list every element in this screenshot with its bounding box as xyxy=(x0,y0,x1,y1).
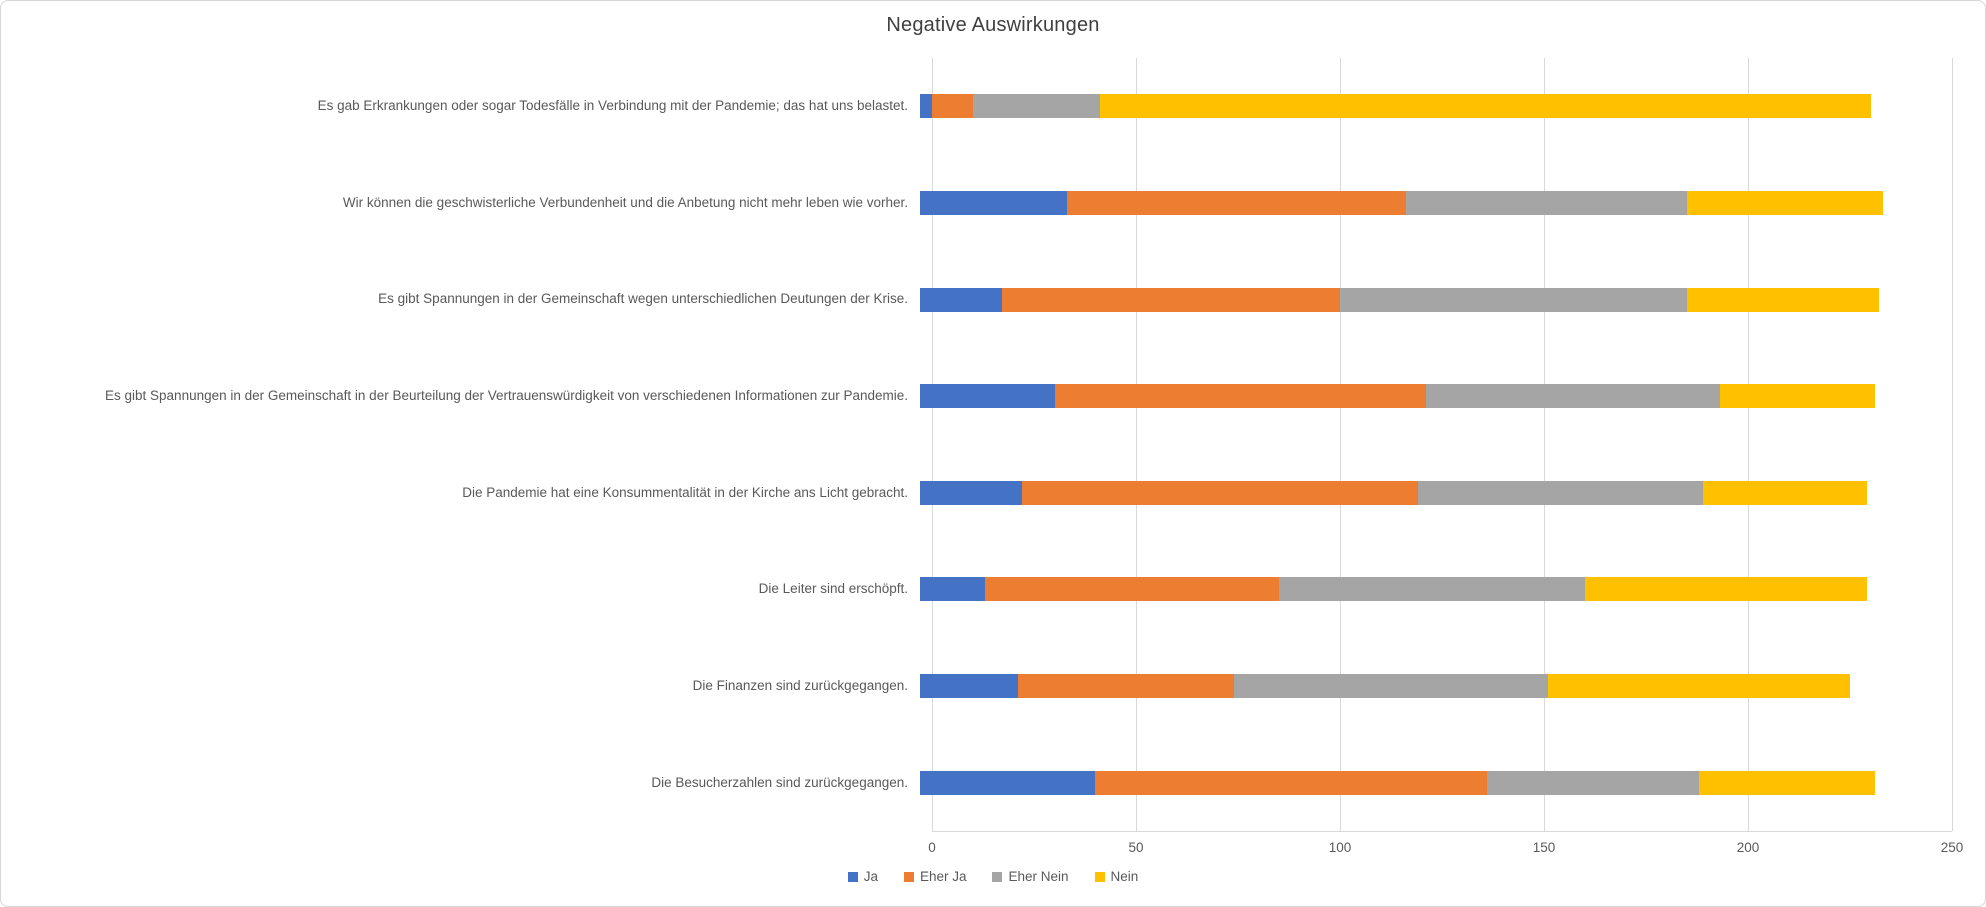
category-label: Die Pandemie hat eine Konsummentalität i… xyxy=(462,484,908,500)
bar-track xyxy=(920,155,1940,252)
bar-row: Die Pandemie hat eine Konsummentalität i… xyxy=(1,445,1985,542)
x-tick-label: 200 xyxy=(1736,840,1760,855)
bar-segment-ja xyxy=(920,674,1018,699)
bar-segment-nein xyxy=(1687,190,1883,215)
bar-row: Die Finanzen sind zurückgegangen. xyxy=(1,638,1985,735)
legend-swatch-eher-nein xyxy=(992,871,1003,882)
bar-segment-eher-ja xyxy=(932,94,974,119)
bar-segment-ja xyxy=(920,94,933,119)
bar-segment-eher-nein xyxy=(1234,674,1549,699)
bar-segment-ja xyxy=(920,384,1055,409)
x-tick-label: 100 xyxy=(1328,840,1352,855)
bar-row: Die Besucherzahlen sind zurückgegangen. xyxy=(1,734,1985,831)
bar-segment-ja xyxy=(920,770,1096,795)
category-label: Es gab Erkrankungen oder sogar Todesfäll… xyxy=(317,98,908,114)
bar-segment-eher-nein xyxy=(1279,577,1586,602)
gridline xyxy=(1340,58,1341,831)
gridline xyxy=(932,58,933,831)
legend-item: Eher Nein xyxy=(992,869,1069,884)
category-label: Wir können die geschwisterliche Verbunde… xyxy=(342,194,908,210)
gridline xyxy=(1952,58,1953,831)
bar-segment-eher-ja xyxy=(1022,480,1418,505)
legend-swatch-nein xyxy=(1094,871,1105,882)
bar-segment-eher-nein xyxy=(1417,480,1704,505)
bar-segment-eher-ja xyxy=(1054,384,1426,409)
legend-swatch-ja xyxy=(847,871,858,882)
bar-segment-nein xyxy=(1585,577,1867,602)
gridline xyxy=(1136,58,1137,831)
legend-item: Ja xyxy=(847,869,878,884)
legend-swatch-eher-ja xyxy=(903,871,914,882)
bar-segment-eher-ja xyxy=(985,577,1280,602)
bar xyxy=(920,577,1867,602)
bar-segment-nein xyxy=(1699,770,1875,795)
x-tick-label: 250 xyxy=(1940,840,1964,855)
legend: Ja Eher Ja Eher Nein Nein xyxy=(1,869,1985,884)
bar-segment-ja xyxy=(920,190,1067,215)
legend-label: Eher Ja xyxy=(919,869,967,884)
bar-segment-eher-nein xyxy=(973,94,1100,119)
bar-segment-ja xyxy=(920,480,1022,505)
bar-segment-eher-ja xyxy=(1001,287,1341,312)
bar xyxy=(920,94,1871,119)
bar-row: Es gibt Spannungen in der Gemeinschaft i… xyxy=(1,348,1985,445)
bar-segment-nein xyxy=(1687,287,1879,312)
x-tick-label: 0 xyxy=(928,840,936,855)
legend-item: Eher Ja xyxy=(903,869,967,884)
bar-track xyxy=(920,638,1940,735)
bar-segment-eher-ja xyxy=(1095,770,1488,795)
bar-segment-eher-nein xyxy=(1405,190,1688,215)
bar-track xyxy=(920,734,1940,831)
bar xyxy=(920,190,1883,215)
bar-row: Wir können die geschwisterliche Verbunde… xyxy=(1,155,1985,252)
bar-segment-eher-ja xyxy=(1017,674,1235,699)
category-label: Die Leiter sind erschöpft. xyxy=(758,581,908,597)
x-tick-label: 150 xyxy=(1532,840,1556,855)
bar-track xyxy=(920,445,1940,542)
bar-row: Es gab Erkrankungen oder sogar Todesfäll… xyxy=(1,58,1985,155)
gridline xyxy=(1748,58,1749,831)
legend-label: Eher Nein xyxy=(1008,869,1069,884)
bar-row: Die Leiter sind erschöpft. xyxy=(1,541,1985,638)
bar-track xyxy=(920,541,1940,638)
category-label: Es gibt Spannungen in der Gemeinschaft i… xyxy=(105,388,908,404)
bar xyxy=(920,384,1875,409)
x-tick-label: 50 xyxy=(1128,840,1144,855)
chart-title: Negative Auswirkungen xyxy=(886,14,1100,36)
bar-track xyxy=(920,58,1940,155)
bar-segment-eher-ja xyxy=(1066,190,1406,215)
bar xyxy=(920,674,1851,699)
bar-segment-nein xyxy=(1548,674,1851,699)
category-label: Die Finanzen sind zurückgegangen. xyxy=(692,677,908,693)
bar xyxy=(920,287,1879,312)
gridline xyxy=(1544,58,1545,831)
grid-layer xyxy=(932,58,1953,832)
category-label: Die Besucherzahlen sind zurückgegangen. xyxy=(651,774,908,790)
legend-item: Nein xyxy=(1094,869,1139,884)
rows-layer: Es gab Erkrankungen oder sogar Todesfäll… xyxy=(1,58,1985,831)
legend-label: Ja xyxy=(863,869,878,884)
bar xyxy=(920,480,1867,505)
bar-segment-ja xyxy=(920,287,1002,312)
bar-segment-eher-nein xyxy=(1487,770,1700,795)
bar-track xyxy=(920,251,1940,348)
bar-segment-ja xyxy=(920,577,986,602)
bar-segment-eher-nein xyxy=(1425,384,1720,409)
bar-segment-nein xyxy=(1703,480,1867,505)
bar xyxy=(920,770,1875,795)
bar-segment-eher-nein xyxy=(1340,287,1688,312)
bar-segment-nein xyxy=(1099,94,1871,119)
bar-row: Es gibt Spannungen in der Gemeinschaft w… xyxy=(1,251,1985,348)
category-label: Es gibt Spannungen in der Gemeinschaft w… xyxy=(378,291,908,307)
legend-label: Nein xyxy=(1110,869,1139,884)
bar-track xyxy=(920,348,1940,445)
bar-segment-nein xyxy=(1719,384,1875,409)
x-axis: 0 50 100 150 200 250 xyxy=(1,834,1985,860)
plot-region: Es gab Erkrankungen oder sogar Todesfäll… xyxy=(1,58,1985,832)
